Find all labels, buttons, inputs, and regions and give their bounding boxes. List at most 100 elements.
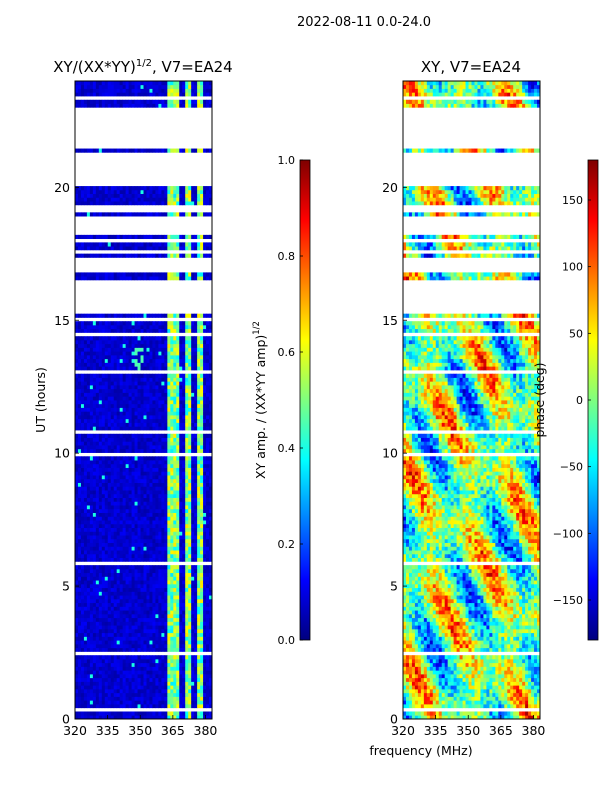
heatmap-cell [89,490,94,495]
heatmap-cell [185,703,189,709]
heatmap-cell [137,715,141,720]
heatmap-cell [77,313,82,318]
heatmap-cell [104,336,109,341]
heatmap-cell [155,677,159,682]
heatmap-cell [173,493,177,498]
heatmap-cell [170,632,174,637]
heatmap-cell [191,497,195,502]
heatmap-cell [83,411,88,416]
heatmap-cell [98,580,103,585]
heatmap-cell [143,366,147,371]
heatmap-cell [209,377,213,382]
heatmap-cell [146,482,150,487]
heatmap-cell [95,610,100,615]
heatmap-cell [95,456,100,461]
heatmap-cell [188,201,192,206]
heatmap-cell [191,493,195,498]
heatmap-cell [164,437,168,442]
heatmap-cell [152,377,156,382]
heatmap-cell [110,598,115,604]
heatmap-cell [191,501,195,506]
heatmap-cell [80,448,85,453]
heatmap-cell [77,617,82,622]
heatmap-cell [152,595,156,600]
heatmap-cell [95,520,100,525]
heatmap-cell [176,384,180,390]
heatmap-cell [176,632,180,637]
heatmap-cell [77,602,82,607]
heatmap-cell [137,212,141,217]
heatmap-cell [131,475,135,480]
heatmap-cell [149,711,153,716]
heatmap-cell [155,565,159,570]
heatmap-cell [107,535,112,540]
heatmap-cell [206,501,210,506]
heatmap-cell [197,606,201,611]
heatmap-cell [113,460,118,465]
heatmap-cell [206,475,210,480]
heatmap-cell [110,328,115,333]
heatmap-cell [140,591,144,596]
heatmap-cell [83,692,88,697]
heatmap-cell [194,610,198,615]
heatmap-cell [107,516,112,521]
heatmap-cell [122,613,127,619]
heatmap-cell [152,212,156,217]
heatmap-cell [125,617,130,622]
heatmap-cell [194,437,198,442]
heatmap-cell [107,628,112,634]
heatmap-cell [149,696,153,701]
heatmap-cell [89,321,94,326]
heatmap-cell [173,358,177,363]
heatmap-cell [134,527,138,532]
heatmap-cell [134,580,138,585]
heatmap-cell [143,437,147,442]
heatmap-cell [164,606,168,611]
heatmap-cell [167,572,171,577]
heatmap-cell [167,381,171,386]
heatmap-cell [197,617,201,622]
heatmap-cell [134,531,138,536]
heatmap-cell [164,535,168,540]
heatmap-cell [170,328,174,333]
heatmap-cell [155,396,159,401]
heatmap-cell [77,696,82,701]
heatmap-cell [179,550,183,555]
heatmap-cell [104,433,109,438]
heatmap-cell [107,381,112,386]
heatmap-cell [161,621,165,626]
heatmap-cell [110,463,115,468]
heatmap-cell [194,583,198,589]
heatmap-cell [152,448,156,453]
heatmap-cell [149,253,153,258]
heatmap-cell [146,400,150,405]
heatmap-cell [197,212,201,217]
heatmap-cell [203,478,207,483]
heatmap-cell [167,336,171,341]
heatmap-cell [119,595,124,600]
heatmap-cell [191,467,195,472]
heatmap-cell [101,486,106,491]
heatmap-cell [104,523,109,528]
heatmap-cell [152,711,156,716]
heatmap-cell [119,246,124,251]
heatmap-cell [197,373,201,378]
heatmap-cell [83,377,88,382]
heatmap-cell [95,490,100,495]
heatmap-cell [206,591,210,596]
heatmap-cell [89,343,94,348]
heatmap-cell [140,703,144,709]
heatmap-cell [98,234,103,240]
heatmap-cell [158,313,162,318]
heatmap-cell [158,381,162,386]
heatmap-cell [98,373,103,378]
heatmap-cell [179,520,183,525]
heatmap-cell [92,580,97,585]
heatmap-cell [161,336,165,341]
heatmap-cell [188,580,192,585]
heatmap-cell [101,490,106,495]
heatmap-cell [200,418,204,423]
heatmap-cell [143,505,147,510]
heatmap-cell [119,448,124,453]
heatmap-cell [161,493,165,498]
